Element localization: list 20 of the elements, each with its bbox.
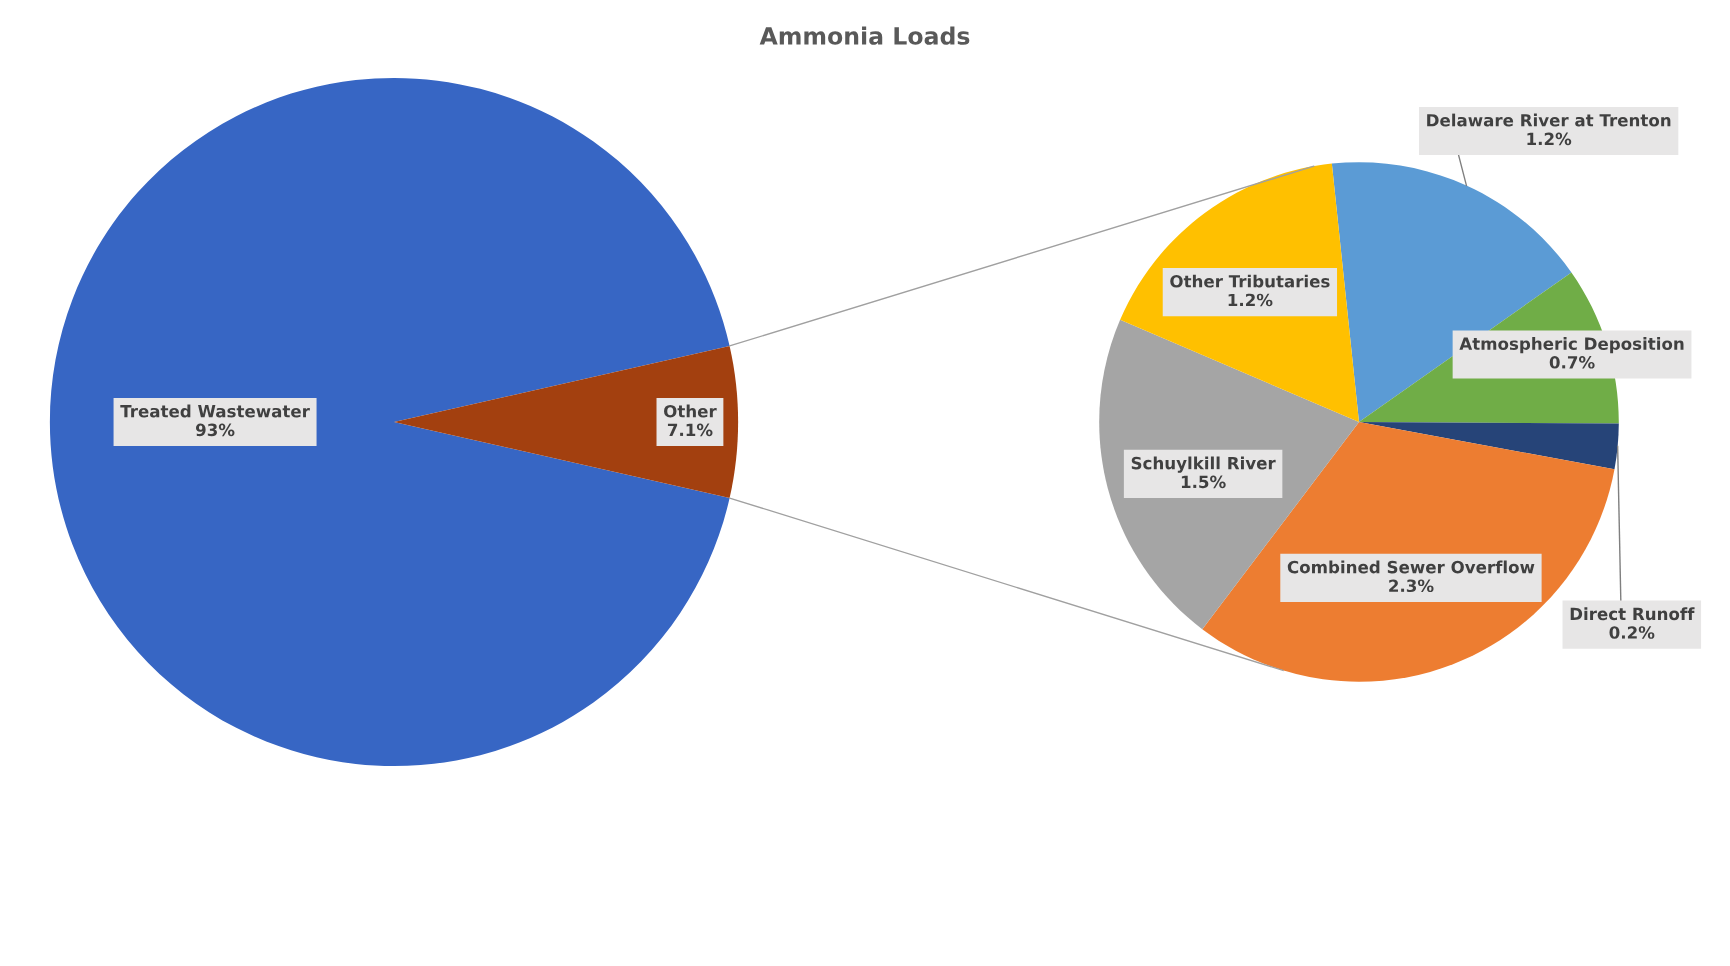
- data-label: 93%: [195, 423, 235, 437]
- text: Ammonia Loads: [759, 26, 970, 45]
- data-label: 1.2%: [1228, 293, 1273, 307]
- slice-label: Direct Runoff: [1570, 607, 1695, 621]
- slice-label: Schuylkill River: [1131, 456, 1276, 473]
- pie-slice: [394, 345, 739, 499]
- slice-label: Other: [664, 404, 717, 418]
- pie-slice: [49, 77, 730, 767]
- data-label: 0.7%: [1549, 356, 1595, 369]
- slice-label: Atmospheric Deposition: [1459, 337, 1684, 354]
- data-label: 1.5%: [1181, 475, 1226, 489]
- slice-label: Other Tributaries: [1170, 274, 1330, 288]
- data-label: 7.1%: [667, 423, 713, 437]
- slice-label: Combined Sewer Overflow: [1287, 560, 1535, 574]
- data-label: 1.2%: [1527, 132, 1572, 146]
- slice-label: Delaware River at Trenton: [1427, 113, 1671, 127]
- slice-label: Treated Wastewater: [120, 404, 310, 418]
- pie-slice: [1359, 422, 1619, 470]
- data-label: 0.2%: [1609, 626, 1655, 639]
- data-label: 2.3%: [1389, 579, 1434, 593]
